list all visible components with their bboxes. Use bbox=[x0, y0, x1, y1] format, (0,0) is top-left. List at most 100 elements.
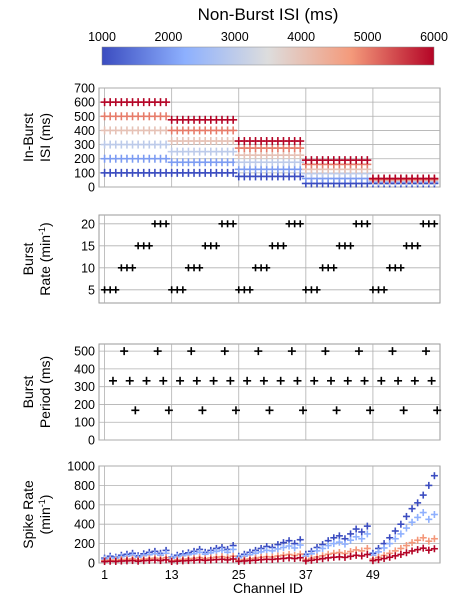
spike-rate-marker bbox=[380, 544, 388, 552]
spike-rate-marker bbox=[402, 542, 410, 550]
rate-marker bbox=[363, 220, 371, 228]
spike-rate-marker bbox=[285, 542, 293, 550]
colorbar-title: Non-Burst ISI (ms) bbox=[198, 5, 339, 24]
spike-rate-marker bbox=[408, 505, 416, 513]
rate-marker bbox=[347, 242, 355, 250]
spike-rate-marker bbox=[347, 530, 355, 538]
colorbar-tick-labels: 1000 2000 3000 4000 5000 6000 bbox=[88, 30, 448, 44]
plot-frame bbox=[98, 214, 441, 304]
plot-frame bbox=[98, 343, 441, 441]
spike-rate-marker bbox=[347, 536, 355, 544]
rate-marker bbox=[279, 242, 287, 250]
panel-4: 0 200 400 600 800 1000 Spike Rate (min-1) 1 13 25 3… bbox=[20, 460, 441, 582]
period-marker bbox=[321, 347, 330, 356]
spike-rate-marker bbox=[391, 527, 399, 535]
spike-rate-marker bbox=[363, 530, 371, 538]
rate-marker bbox=[330, 264, 338, 272]
period-marker bbox=[176, 376, 185, 385]
isi-marker bbox=[229, 115, 238, 124]
period-marker bbox=[159, 376, 168, 385]
spike-rate-marker bbox=[414, 499, 422, 507]
y-tick-label: 10 bbox=[81, 261, 95, 275]
x-tick-label: 1 bbox=[101, 568, 108, 582]
spike-rate-marker bbox=[296, 541, 304, 549]
spike-rate-marker bbox=[274, 545, 282, 553]
x-tick-label: 25 bbox=[232, 568, 246, 582]
y-tick-label: 400 bbox=[74, 124, 95, 138]
y-tick-label: 500 bbox=[74, 345, 95, 359]
spike-rate-marker bbox=[402, 524, 410, 532]
y-tick-label: 600 bbox=[74, 96, 95, 110]
y-axis-label: In-Burst bbox=[20, 113, 36, 162]
spike-rate-marker bbox=[218, 546, 226, 554]
isi-marker bbox=[162, 112, 171, 121]
spike-rate-marker bbox=[408, 539, 416, 547]
spike-rate-marker bbox=[162, 556, 170, 564]
isi-marker bbox=[162, 154, 171, 163]
spike-rate-marker bbox=[414, 513, 422, 521]
spike-rate-marker bbox=[319, 555, 327, 563]
spike-rate-marker bbox=[419, 491, 427, 499]
y-tick-label: 700 bbox=[74, 82, 95, 96]
y-tick-label: 0 bbox=[88, 557, 95, 571]
spike-rate-marker bbox=[268, 547, 276, 555]
spike-rate-marker bbox=[391, 552, 399, 560]
period-marker bbox=[187, 347, 196, 356]
spike-rate-marker bbox=[408, 547, 416, 555]
panel-2: 5 10 15 20 Burst Rate (min-1) bbox=[20, 214, 441, 304]
y-tick-label: 300 bbox=[74, 380, 95, 394]
spike-rate-marker bbox=[363, 550, 371, 558]
spike-rate-marker bbox=[369, 557, 377, 565]
spike-rate-marker bbox=[425, 515, 433, 523]
spike-rate-marker bbox=[430, 511, 438, 518]
spike-rate-marker bbox=[341, 553, 349, 561]
spike-rate-marker bbox=[397, 520, 405, 528]
period-marker bbox=[142, 376, 151, 385]
period-marker bbox=[366, 406, 375, 415]
spike-rate-marker bbox=[402, 549, 410, 557]
spike-rate-marker bbox=[375, 556, 383, 564]
y-tick-label: 100 bbox=[74, 166, 95, 180]
isi-marker bbox=[162, 140, 171, 149]
period-marker bbox=[410, 376, 419, 385]
spike-rate-marker bbox=[296, 554, 304, 562]
period-marker bbox=[220, 347, 229, 356]
panel-3: 0 100 200 300 400 500 Burst Period (ms) bbox=[20, 343, 442, 448]
isi-marker bbox=[363, 156, 372, 165]
rate-marker bbox=[397, 264, 405, 272]
period-marker bbox=[192, 376, 201, 385]
period-marker bbox=[243, 376, 252, 385]
spike-rate-marker bbox=[386, 540, 394, 548]
spike-rate-marker bbox=[352, 533, 360, 541]
period-marker bbox=[354, 347, 363, 356]
colorbar-tick-label: 4000 bbox=[287, 30, 315, 44]
spike-rate-marker bbox=[313, 547, 321, 555]
y-tick-label: 0 bbox=[88, 434, 95, 448]
rate-marker bbox=[145, 242, 153, 250]
spike-rate-marker bbox=[224, 556, 232, 564]
rate-marker bbox=[129, 264, 137, 272]
spike-rate-marker bbox=[397, 544, 405, 552]
spike-rate-marker bbox=[352, 525, 360, 533]
period-marker bbox=[287, 347, 296, 356]
y-tick-label: 5 bbox=[88, 283, 95, 297]
period-marker bbox=[153, 347, 162, 356]
spike-rate-marker bbox=[419, 534, 427, 542]
period-marker bbox=[226, 376, 235, 385]
y-tick-label: 200 bbox=[74, 537, 95, 551]
period-marker bbox=[299, 406, 308, 415]
y-tick-label: 1000 bbox=[67, 460, 95, 474]
period-marker bbox=[108, 376, 117, 385]
spike-rate-marker bbox=[229, 555, 237, 563]
x-axis-label: Channel ID bbox=[233, 580, 303, 596]
period-marker bbox=[265, 406, 274, 415]
period-marker bbox=[360, 376, 369, 385]
spike-rate-marker bbox=[386, 553, 394, 561]
period-marker bbox=[276, 376, 285, 385]
period-marker bbox=[198, 406, 207, 415]
spike-rate-marker bbox=[324, 542, 332, 550]
y-tick-label: 400 bbox=[74, 518, 95, 532]
x-tick-label: 13 bbox=[165, 568, 179, 582]
y-tick-label: 400 bbox=[74, 362, 95, 376]
